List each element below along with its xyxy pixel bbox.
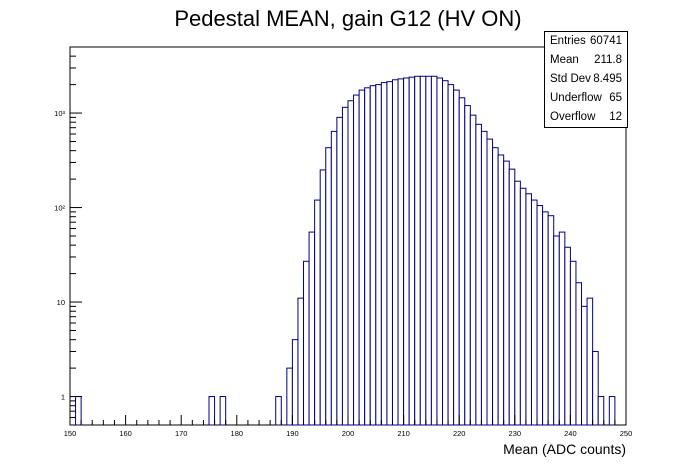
stats-row-underflow: Underflow 65 (545, 89, 627, 108)
histogram-bin (347, 100, 355, 426)
histogram-bin (330, 130, 338, 426)
stats-row-entries: Entries 60741 (545, 32, 627, 51)
histogram-bin (564, 246, 571, 426)
x-tick-label: 190 (286, 429, 299, 438)
stats-value: 211.8 (594, 54, 622, 66)
histogram-bin (297, 297, 305, 426)
x-axis-label: Mean (ADC counts) (503, 441, 626, 457)
histogram-bin (558, 231, 566, 426)
histogram-bin (508, 168, 516, 426)
histogram-bin (575, 282, 583, 426)
stats-box: Entries 60741 Mean 211.8 Std Dev 8.495 U… (544, 31, 628, 128)
histogram-bin (391, 79, 399, 426)
histogram-bin (208, 396, 216, 426)
x-tick-label: 230 (509, 429, 522, 438)
histogram-bin (458, 97, 466, 426)
x-tick-label: 210 (397, 429, 410, 438)
histogram-bin (447, 84, 455, 426)
histogram-bin (492, 147, 499, 426)
stats-label: Underflow (550, 92, 602, 104)
histogram-bin (530, 199, 538, 426)
histogram-bin (442, 80, 449, 426)
histogram-bin (553, 235, 560, 426)
histogram-bin (308, 231, 316, 426)
histogram-bin (291, 339, 299, 426)
histogram-bin (525, 193, 532, 426)
histogram-bin (592, 350, 599, 426)
y-tick-label: 10³ (54, 109, 65, 118)
y-tick-label: 10 (57, 298, 65, 307)
stats-row-std-dev: Std Dev 8.495 (545, 70, 627, 89)
stats-label: Overflow (550, 111, 596, 123)
histogram-bin (364, 87, 371, 426)
y-axis-ticks: 1 10 10² 10³ (54, 46, 82, 426)
histogram-bin (581, 305, 588, 426)
stats-value: 65 (609, 92, 622, 104)
histogram-bin (503, 160, 510, 426)
histogram-bin (430, 75, 438, 426)
x-axis-ticks: 150 160 170 180 190 200 210 220 230 240 250 (64, 415, 633, 438)
histogram-bin (542, 211, 549, 426)
histogram-bin (380, 82, 388, 426)
x-tick-label: 180 (231, 429, 244, 438)
stats-value: 60741 (590, 35, 622, 47)
histogram-bin (386, 81, 393, 426)
stats-value: 12 (609, 111, 622, 123)
x-tick-label: 200 (342, 429, 355, 438)
histogram-bin (397, 78, 405, 426)
histogram-bin (436, 77, 444, 426)
stats-row-mean: Mean 211.8 (545, 51, 627, 70)
histogram-bin (75, 396, 82, 426)
stats-label: Mean (550, 54, 579, 66)
histogram-bin (314, 199, 321, 426)
histogram-bin (453, 89, 460, 426)
histogram-bin (597, 396, 605, 426)
histogram-bin (497, 154, 505, 426)
histogram-bin (608, 396, 616, 426)
histogram-bin (303, 260, 310, 426)
histogram-bin (358, 89, 366, 426)
histogram-bin (319, 169, 327, 426)
histogram-bin (375, 84, 382, 426)
x-tick-label: 250 (620, 429, 633, 438)
histogram-bins (75, 75, 616, 426)
histogram-bin (569, 260, 577, 426)
stats-value: 8.495 (593, 73, 622, 85)
histogram-bin (353, 94, 360, 426)
histogram-bin (536, 205, 544, 426)
stats-row-overflow: Overflow 12 (545, 108, 627, 127)
histogram-bin (547, 215, 555, 426)
y-tick-label: 1 (61, 393, 65, 402)
histogram-bin (486, 138, 494, 426)
x-tick-label: 160 (119, 429, 132, 438)
histogram-bin (425, 75, 432, 426)
histogram-bin (275, 396, 282, 426)
histogram-bin (403, 77, 410, 426)
histogram-bin (480, 130, 488, 426)
histogram-bin (369, 85, 377, 426)
histogram-bin (286, 367, 293, 426)
histogram-bin (341, 106, 349, 426)
histogram-bin (219, 396, 227, 426)
histogram-bin (475, 123, 482, 426)
stats-label: Entries (550, 35, 586, 47)
x-tick-label: 170 (175, 429, 188, 438)
histogram-bin (519, 187, 527, 426)
x-tick-label: 150 (64, 429, 77, 438)
histogram-bin (586, 297, 594, 426)
x-tick-label: 240 (564, 429, 577, 438)
histogram-bin (469, 114, 477, 426)
histogram-bin (464, 105, 471, 426)
histogram-bin (419, 75, 427, 426)
histogram-bin (336, 116, 343, 426)
histogram-bin (408, 76, 416, 426)
chart-title: Pedestal MEAN, gain G12 (HV ON) (174, 6, 522, 31)
histogram-bin (414, 75, 421, 426)
x-tick-label: 220 (453, 429, 466, 438)
stats-label: Std Dev (550, 73, 591, 85)
y-tick-label: 10² (54, 204, 65, 213)
histogram-bin (514, 180, 521, 426)
histogram-bin (325, 147, 332, 426)
